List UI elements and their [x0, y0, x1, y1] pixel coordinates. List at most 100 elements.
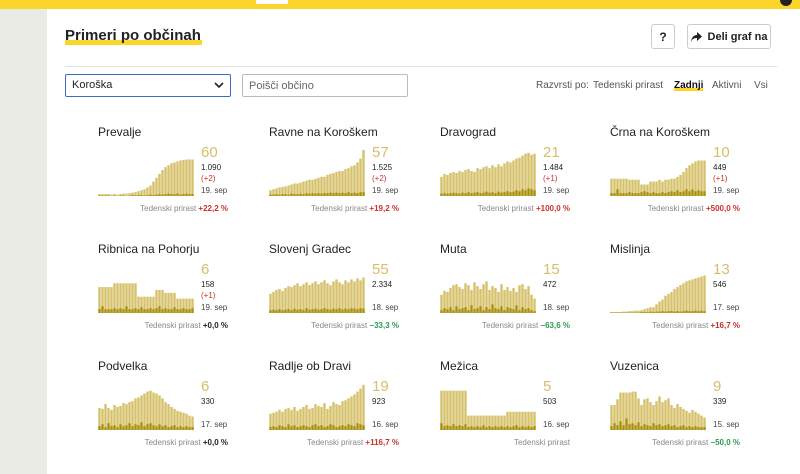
sparkline-bar: [284, 186, 287, 196]
sparkline-bar-new: [164, 308, 167, 313]
sparkline-bar-new: [269, 194, 272, 196]
sparkline-bar-new: [302, 194, 305, 196]
sparkline-bar-new: [679, 426, 682, 430]
sparkline-bar-new: [299, 309, 302, 313]
weekly-growth-value: −50,0 %: [710, 438, 740, 447]
sort-option-all[interactable]: Vsi: [754, 80, 768, 91]
sparkline-bar: [338, 282, 341, 313]
municipality-tile[interactable]: Črna na Koroškem 10 449 (+1) 19. sep Tedenski…: [610, 125, 770, 230]
municipality-tile[interactable]: Muta 15 472 18. sep Tedenski prirast −63,6 %: [440, 242, 600, 347]
municipality-tile[interactable]: Mislinja 13 546 17. sep Tedenski prirast +16…: [610, 242, 770, 347]
sparkline-bar: [461, 289, 464, 313]
weekly-growth-label: Tedenski prirast: [311, 321, 368, 330]
sparkline-bar-new: [131, 426, 134, 430]
total-cases-count: 339: [713, 397, 727, 406]
update-date: 19. sep: [201, 303, 228, 312]
sparkline-bar: [152, 181, 155, 196]
sparkline-bar: [341, 284, 344, 313]
weekly-growth: Tedenski prirast +116,7 %: [269, 438, 399, 447]
sparkline-bar: [527, 152, 530, 196]
share-button[interactable]: Deli graf na: [687, 24, 771, 49]
weekly-growth-label: Tedenski prirast: [477, 204, 534, 213]
municipality-tile[interactable]: Prevalje 60 1.090 (+2) 19. sep Tedenski prira…: [98, 125, 258, 230]
sparkline-bar-new: [503, 192, 506, 196]
municipality-search-input[interactable]: [242, 74, 408, 97]
sparkline-bar-new: [619, 193, 622, 196]
sparkline-bar: [506, 161, 509, 196]
sparkline-bar-new: [643, 424, 646, 430]
municipality-tile[interactable]: Ribnica na Pohorju 6 158 (+1) 19. sep Tedensk…: [98, 242, 258, 347]
municipality-name: Ravne na Koroškem: [269, 125, 378, 139]
municipality-tile[interactable]: Slovenj Gradec 55 2.334 18. sep Tedenski pri…: [269, 242, 429, 347]
weekly-growth: Tedenski prirast +0,0 %: [98, 438, 228, 447]
sparkline-bar: [628, 311, 631, 313]
sparkline-bar: [149, 390, 152, 430]
weekly-growth-value: +116,7 %: [365, 438, 399, 447]
sparkline-bar: [461, 172, 464, 196]
sparkline-bar: [344, 400, 347, 430]
sort-option-latest[interactable]: Zadnji: [674, 80, 704, 91]
sparkline-bar: [179, 160, 182, 196]
sparkline-bar: [679, 285, 682, 313]
sparkline-bar: [116, 283, 119, 313]
sparkline-bar-new: [694, 426, 697, 430]
sparkline-bar-new: [449, 426, 452, 430]
sparkline-bar-new: [356, 193, 359, 196]
sparkline-bar-new: [299, 426, 302, 430]
current-active-count: 55: [372, 261, 389, 278]
sparkline-bar-new: [664, 193, 667, 196]
sparkline-bar-new: [464, 424, 467, 430]
facebook-icon[interactable]: [780, 0, 792, 6]
daily-change: (+1): [543, 174, 558, 183]
sparkline-bar: [293, 183, 296, 196]
weekly-growth-value: −63,6 %: [540, 321, 570, 330]
sparkline-bar: [335, 172, 338, 196]
sparkline-bar-new: [521, 426, 524, 430]
sparkline-bar-new: [667, 311, 670, 313]
sparkline-bar: [518, 157, 521, 196]
municipality-tile[interactable]: Podvelka 6 330 17. sep Tedenski prirast +0,0…: [98, 359, 258, 464]
sparkline-bar: [461, 390, 464, 430]
municipality-tile[interactable]: Vuzenica 9 339 15. sep Tedenski prirast −50,…: [610, 359, 770, 464]
sparkline-bar: [640, 405, 643, 430]
sparkline-bar-new: [527, 426, 530, 430]
sparkline-bar-new: [140, 195, 143, 196]
sparkline-bar: [697, 413, 700, 430]
sparkline-bar-new: [119, 424, 122, 430]
sparkline-bar: [359, 158, 362, 196]
region-select[interactable]: Koroška: [65, 74, 231, 97]
sparkline-bar: [679, 174, 682, 196]
current-active-count: 5: [543, 378, 552, 395]
sparkline-bar-new: [269, 310, 272, 313]
municipality-tile[interactable]: Mežica 5 503 16. sep Tedenski prirast: [440, 359, 600, 464]
municipality-tile[interactable]: Ravne na Koroškem 57 1.525 (+2) 19. sep Teden…: [269, 125, 429, 230]
sparkline-bar-new: [649, 193, 652, 196]
sparkline-bar: [670, 405, 673, 430]
sparkline-bar: [158, 173, 161, 196]
sparkline-bar-new: [512, 191, 515, 196]
sparkline-bar: [470, 415, 473, 430]
sparkline-bar: [503, 289, 506, 313]
sparkline-bar-new: [461, 308, 464, 313]
sparkline-bar-new: [610, 193, 613, 196]
municipality-tile[interactable]: Radlje ob Dravi 19 923 16. sep Tedenski prir…: [269, 359, 429, 464]
sparkline-bar-new: [344, 426, 347, 430]
sparkline-bar-new: [152, 425, 155, 430]
sparkline-bar-new: [164, 425, 167, 430]
sparkline-bar: [128, 283, 131, 313]
sparkline-bar: [440, 390, 443, 430]
sort-option-weekly-growth[interactable]: Tedenski prirast: [593, 80, 664, 91]
help-button[interactable]: ?: [651, 24, 675, 49]
municipality-tile[interactable]: Dravograd 21 1.484 (+1) 19. sep Tedenski prir…: [440, 125, 600, 230]
sparkline-bar: [122, 283, 125, 313]
sparkline-bar-new: [673, 311, 676, 313]
sparkline-bar: [284, 288, 287, 313]
daily-change: (+1): [713, 174, 728, 183]
sparkline-bar-new: [308, 427, 311, 430]
sparkline-bar: [518, 285, 521, 313]
sparkline-bar: [182, 298, 185, 313]
sparkline-bar: [449, 390, 452, 430]
sort-option-active[interactable]: Aktivni: [712, 80, 742, 91]
sparkline-bar: [521, 411, 524, 430]
update-date: 18. sep: [543, 303, 570, 312]
